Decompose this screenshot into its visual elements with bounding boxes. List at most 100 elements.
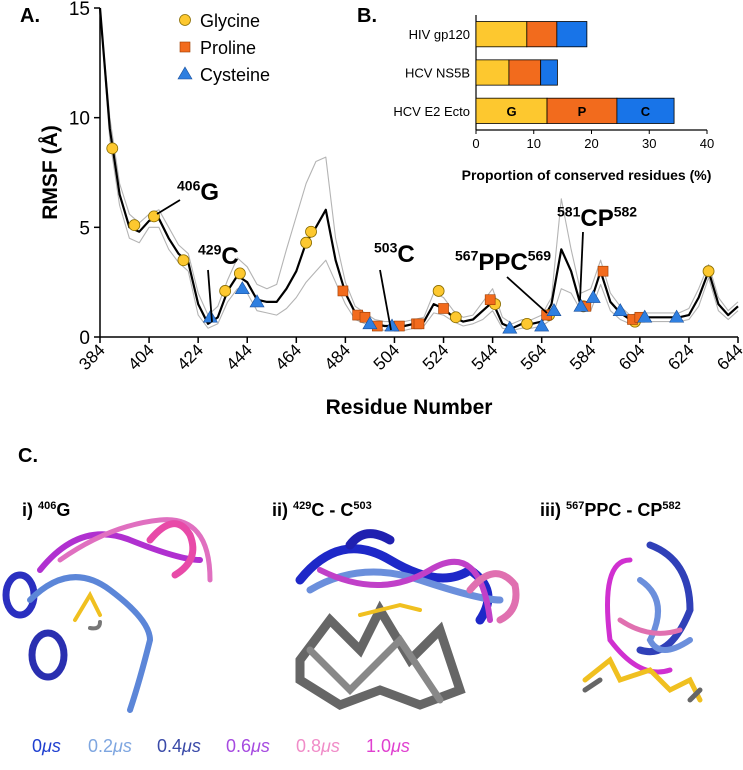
- text-part: C - C: [311, 500, 353, 520]
- text-part: ii): [272, 500, 293, 520]
- time-label: 0.4μs: [157, 736, 201, 756]
- time-number: 0.6: [226, 736, 251, 756]
- text-part: iii): [540, 500, 566, 520]
- x-tick-label: 40: [700, 136, 714, 151]
- x-tick-label: 424: [173, 340, 206, 373]
- annotation: 503C: [374, 239, 415, 268]
- x-tick-label: 624: [664, 340, 697, 373]
- glycine-marker: [219, 285, 232, 297]
- text-part: G: [56, 500, 70, 520]
- time-number: 0.2: [88, 736, 113, 756]
- text-part: C: [221, 243, 238, 270]
- text-part: 567: [566, 500, 584, 512]
- text-part: 569: [528, 247, 552, 263]
- glycine-marker: [233, 267, 246, 280]
- text-part: 429: [198, 241, 222, 257]
- time-number: 0: [32, 736, 42, 756]
- x-tick-label: 404: [124, 340, 157, 373]
- x-tick-label: 524: [419, 340, 452, 373]
- x-tick-label: 564: [517, 340, 550, 373]
- structure-title: ii) 429C - C503: [272, 500, 372, 520]
- time-label: 0.8μs: [296, 736, 340, 756]
- proline-marker: [438, 303, 449, 314]
- x-tick-label: 504: [370, 340, 403, 373]
- cysteine-marker: [362, 316, 378, 330]
- glycine-marker: [449, 311, 462, 324]
- x-tick-label: 464: [272, 340, 305, 373]
- time-label: 0.6μs: [226, 736, 270, 756]
- glycine-marker: [148, 210, 160, 223]
- glycine-marker: [305, 225, 317, 238]
- text-part: C: [397, 241, 414, 268]
- structure-title: iii) 567PPC - CP582: [540, 500, 681, 520]
- y-tick-label: 15: [69, 0, 90, 20]
- time-number: 0.4: [157, 736, 182, 756]
- glycine-marker: [179, 14, 191, 26]
- time-unit: μs: [112, 736, 132, 756]
- annotation: 567PPC569: [455, 247, 551, 276]
- segment-label: G: [506, 104, 516, 119]
- glycine-marker: [128, 219, 141, 232]
- cysteine-marker: [384, 318, 400, 332]
- x-axis-label: Proportion of conserved residues (%): [462, 167, 712, 183]
- text-part: 581: [557, 203, 581, 219]
- glycine-marker: [432, 285, 445, 297]
- bar-segment: [475, 97, 548, 124]
- bar-segment: [508, 59, 542, 86]
- text-part: i): [22, 500, 38, 520]
- proline-marker: [179, 41, 191, 53]
- proline-marker: [597, 265, 609, 277]
- annotation-line: [207, 269, 213, 323]
- cysteine-marker: [612, 303, 628, 316]
- glycine-marker: [177, 254, 190, 267]
- text-part: PPC: [478, 249, 527, 276]
- panel-label: C.: [18, 445, 38, 467]
- panel-label: B.: [357, 5, 377, 27]
- legend-label: Cysteine: [200, 65, 270, 85]
- time-unit: μs: [320, 736, 340, 756]
- x-tick-label: 644: [713, 340, 743, 373]
- annotation-line: [506, 276, 548, 314]
- text-part: 503: [353, 500, 371, 512]
- text-part: G: [200, 179, 219, 206]
- category-label: HCV NS5B: [405, 66, 470, 81]
- cysteine-marker: [637, 309, 653, 323]
- cysteine-marker: [573, 298, 589, 312]
- segment-label: P: [578, 104, 587, 119]
- time-label: 0μs: [32, 736, 61, 756]
- annotation-line: [379, 269, 392, 331]
- x-tick-label: 20: [584, 136, 598, 151]
- category-label: HCV E2 Ecto: [393, 104, 470, 119]
- proline-marker: [484, 294, 496, 306]
- x-tick-label: 604: [615, 340, 648, 373]
- glycine-marker: [300, 236, 313, 249]
- text-part: CP: [580, 205, 613, 232]
- proline-marker: [337, 285, 349, 297]
- category-label: HIV gp120: [409, 27, 470, 42]
- annotation-line: [156, 199, 181, 215]
- text-part: 567: [455, 247, 479, 263]
- x-tick-label: 544: [468, 340, 501, 373]
- annotation: 581CP582: [557, 203, 637, 232]
- time-unit: μs: [250, 736, 270, 756]
- structure-title: i) 406G: [22, 500, 70, 520]
- cysteine-marker: [202, 309, 218, 323]
- time-label: 0.2μs: [88, 736, 132, 756]
- legend-label: Proline: [200, 38, 256, 58]
- bar-segment: [556, 21, 588, 48]
- x-tick-label: 0: [472, 136, 479, 151]
- annotation: 429C: [198, 241, 239, 270]
- glycine-marker: [106, 142, 119, 155]
- bar-segment: [616, 97, 675, 124]
- x-axis-label: Residue Number: [326, 396, 493, 419]
- x-tick-label: 484: [321, 340, 354, 373]
- x-tick-label: 444: [223, 340, 256, 373]
- text-part: 582: [662, 500, 680, 512]
- annotation-line: [579, 231, 584, 301]
- cysteine-marker: [234, 281, 250, 295]
- bar-segment: [540, 59, 558, 86]
- panel-label: A.: [20, 5, 40, 27]
- cysteine-marker: [502, 320, 518, 334]
- glycine-marker: [702, 265, 715, 278]
- cysteine-marker: [534, 318, 550, 332]
